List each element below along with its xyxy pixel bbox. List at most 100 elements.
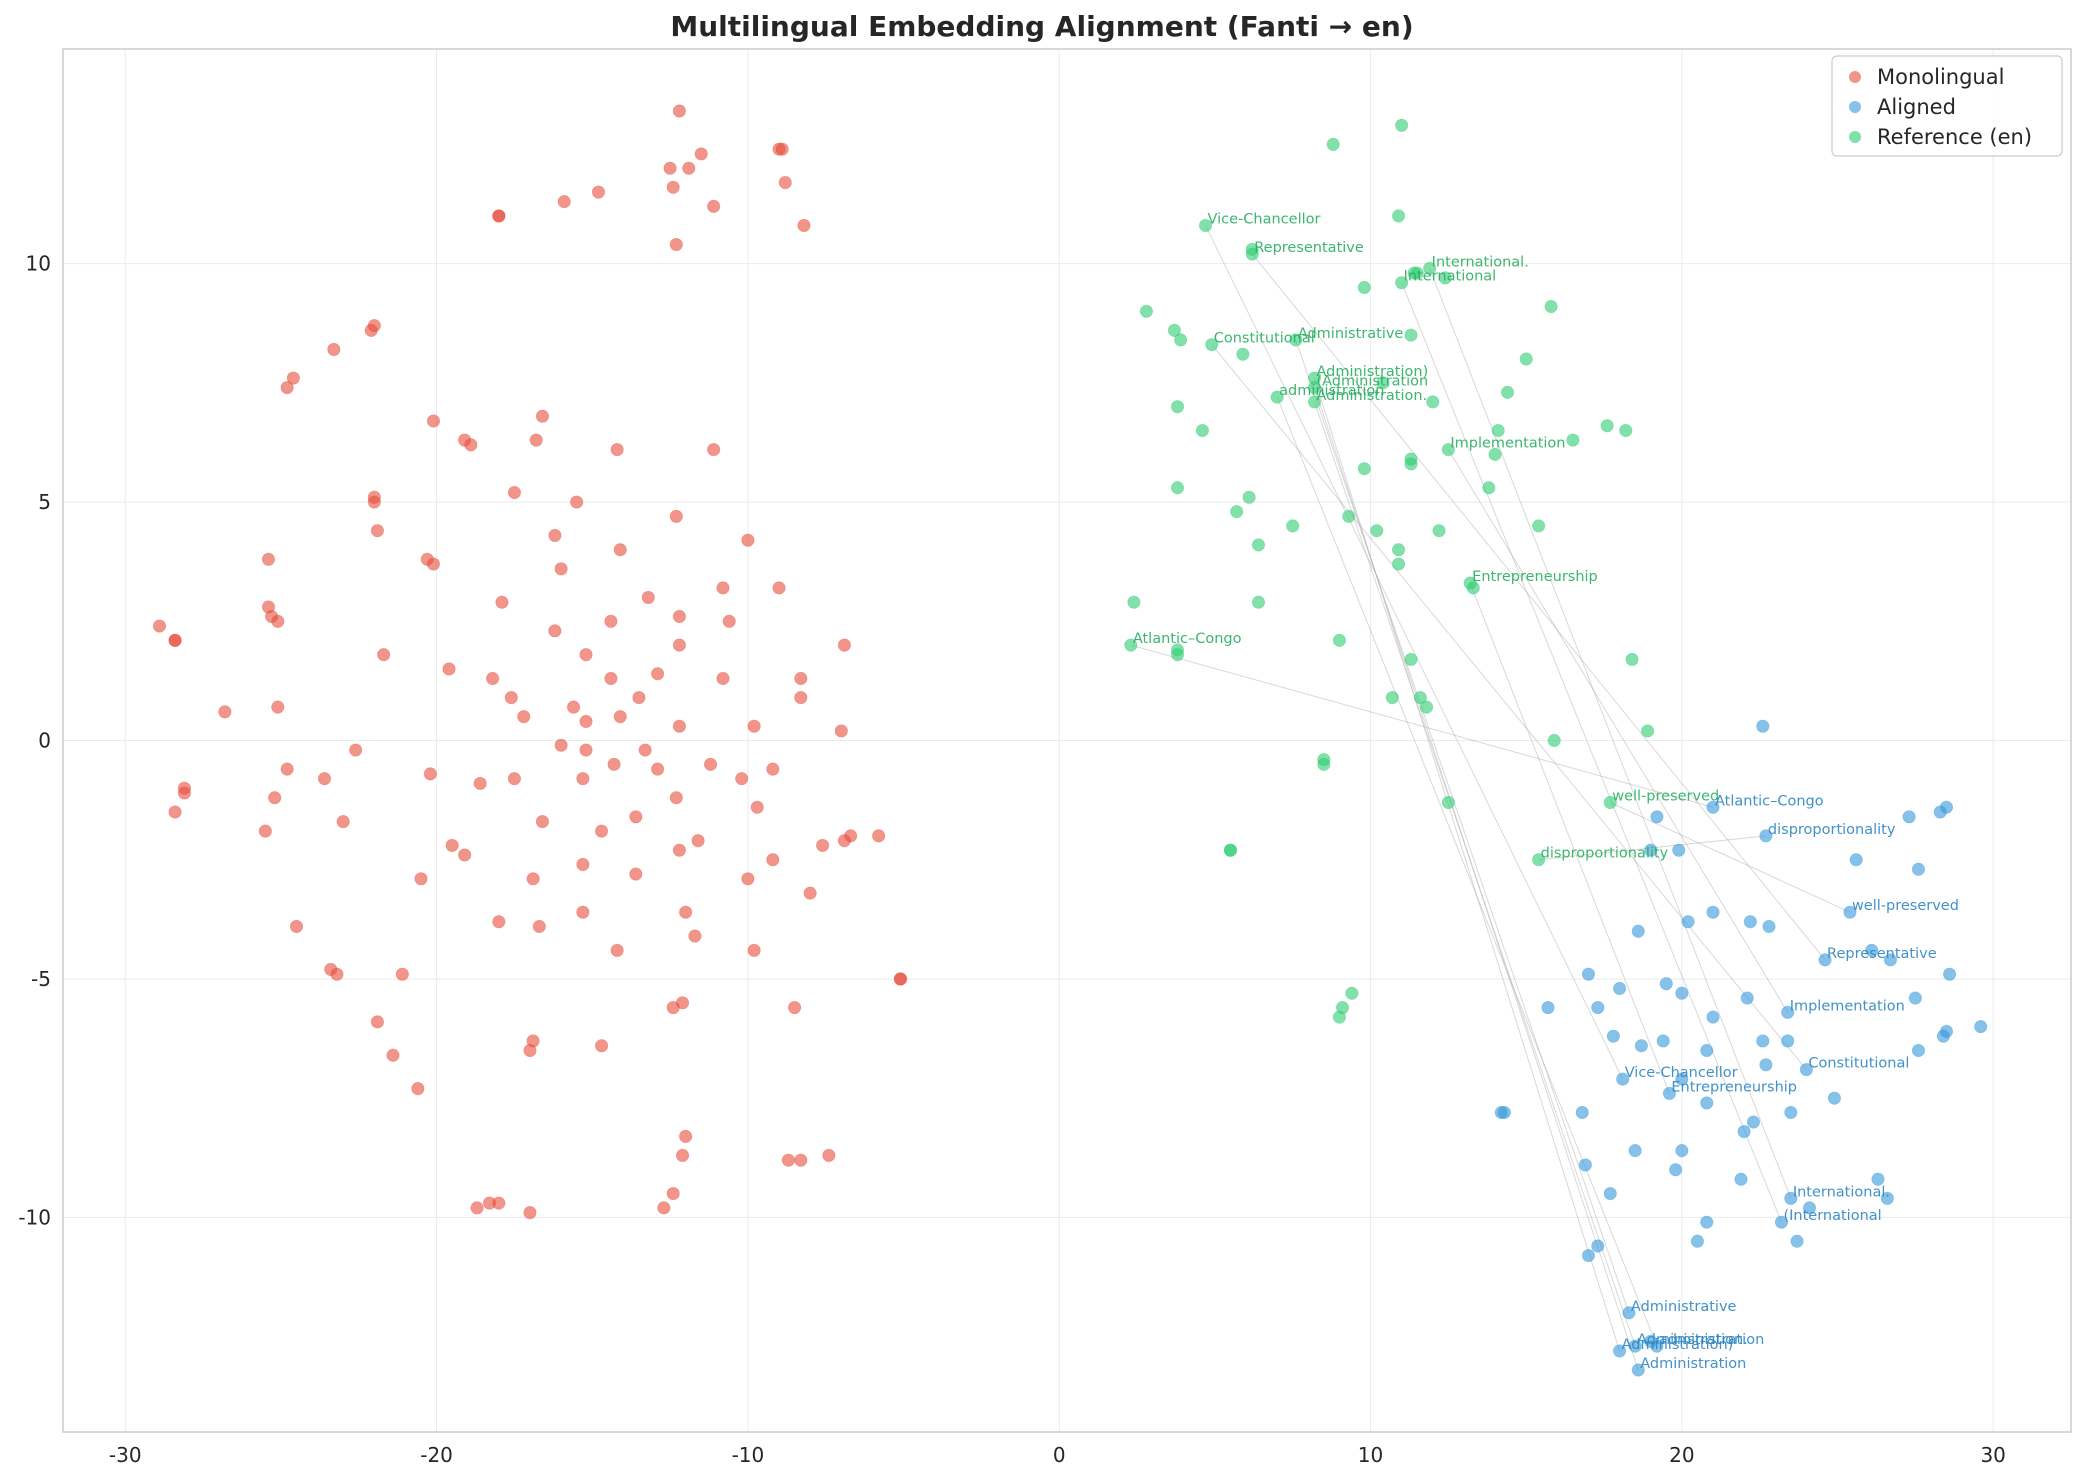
monolingual-point <box>750 800 764 814</box>
monolingual-point <box>822 1148 836 1163</box>
monolingual-point <box>716 581 730 595</box>
aligned-point <box>1631 924 1645 938</box>
reference-point-label: Administrative <box>1298 326 1404 342</box>
reference-point <box>1641 724 1655 738</box>
monolingual-point <box>682 161 696 175</box>
reference-point <box>1625 652 1639 667</box>
monolingual-point <box>893 972 908 986</box>
monolingual-point <box>280 762 294 776</box>
reference-point <box>1345 986 1359 1000</box>
x-tick-label: 30 <box>1980 1443 2005 1467</box>
reference-point <box>1174 333 1188 347</box>
alignment-connectors <box>1130 225 1851 1371</box>
reference-point <box>1547 733 1561 748</box>
monolingual-point <box>735 772 749 786</box>
monolingual-point <box>834 724 848 738</box>
monolingual-point <box>707 442 721 457</box>
monolingual-point <box>523 1043 537 1058</box>
reference-point-label: (Administration <box>1316 374 1428 390</box>
aligned-point <box>1675 986 1689 1000</box>
reference-point <box>1432 524 1446 538</box>
aligned-point <box>1612 981 1627 996</box>
y-tick-label: 5 <box>38 490 51 514</box>
y-axis-ticks: -10 -5 0 5 10 <box>18 252 51 1230</box>
aligned-point <box>1933 805 1947 819</box>
monolingual-point <box>707 199 721 213</box>
aligned-point <box>1675 1144 1689 1158</box>
aligned-point <box>1911 862 1926 876</box>
x-axis-ticks: -30 -20 -10 0 10 20 30 <box>109 1443 2006 1467</box>
monolingual-point <box>327 342 341 357</box>
aligned-point <box>1784 1191 1798 1205</box>
monolingual-point <box>557 195 571 209</box>
monolingual-point <box>258 824 272 838</box>
aligned-point-label: Representative <box>1827 946 1937 962</box>
monolingual-point <box>604 614 618 628</box>
reference-point <box>1482 481 1496 495</box>
monolingual-point <box>370 1015 385 1029</box>
monolingual-point <box>177 786 192 800</box>
reference-point <box>1326 137 1340 151</box>
monolingual-point <box>651 762 665 776</box>
aligned-point <box>1700 1096 1714 1110</box>
aligned-point <box>1911 1043 1926 1058</box>
reference-point <box>1357 462 1371 476</box>
aligned-point <box>1759 829 1773 843</box>
alignment-connector-line <box>1205 225 1624 1080</box>
aligned-point <box>1818 953 1832 967</box>
reference-point-label: well-preserved <box>1612 788 1719 804</box>
aligned-point <box>1746 1115 1761 1129</box>
monolingual-point <box>317 772 332 786</box>
monolingual-point <box>803 886 817 900</box>
aligned-point <box>1908 991 1922 1005</box>
monolingual-point <box>703 757 718 771</box>
aligned-point <box>1675 1072 1689 1086</box>
monolingual-point <box>386 1048 400 1062</box>
monolingual-point <box>464 438 478 452</box>
aligned-point-label: Administration) <box>1622 1337 1734 1353</box>
x-tick-label: 10 <box>1358 1443 1383 1467</box>
monolingual-point <box>672 638 687 652</box>
y-tick-label: -5 <box>31 967 51 991</box>
monolingual-point <box>554 738 568 752</box>
monolingual-point <box>629 867 643 881</box>
aligned-point <box>1942 967 1957 981</box>
reference-point <box>1342 509 1356 523</box>
monolingual-point <box>591 185 606 199</box>
alignment-connector-line <box>1276 396 1658 1347</box>
aligned-point-label: disproportionality <box>1768 822 1896 838</box>
reference-point <box>1532 853 1546 867</box>
reference-point <box>1519 352 1533 366</box>
series-monolingual <box>152 104 908 1220</box>
reference-point <box>1438 271 1452 285</box>
reference-point <box>1376 376 1390 390</box>
aligned-point <box>1644 843 1658 857</box>
legend-label-reference: Reference (en) <box>1877 125 2032 149</box>
aligned-point-label: well-preserved <box>1852 898 1959 914</box>
monolingual-point <box>457 848 472 862</box>
x-tick-label: 0 <box>1053 1443 1066 1467</box>
x-tick-label: 20 <box>1669 1443 1694 1467</box>
monolingual-point <box>492 915 506 929</box>
series-aligned <box>1494 719 1988 1377</box>
aligned-point <box>1672 843 1686 857</box>
monolingual-point <box>716 671 730 686</box>
aligned-point <box>1622 1306 1636 1320</box>
monolingual-point <box>663 161 677 175</box>
monolingual-point <box>651 667 665 681</box>
monolingual-point <box>504 690 518 705</box>
reference-point <box>1491 423 1505 438</box>
alignment-connector-line <box>1429 268 1792 1199</box>
aligned-point <box>1843 905 1857 919</box>
monolingual-point <box>486 671 500 686</box>
monolingual-point <box>741 533 755 547</box>
monolingual-point <box>268 791 282 805</box>
aligned-point <box>1740 991 1754 1005</box>
reference-point-label: International <box>1404 269 1497 285</box>
monolingual-point <box>688 929 702 943</box>
chart-title: Multilingual Embedding Alignment (Fanti … <box>670 10 1413 43</box>
reference-point <box>1124 638 1138 652</box>
monolingual-point <box>492 209 506 223</box>
aligned-point <box>1706 905 1720 919</box>
monolingual-point <box>872 829 886 843</box>
